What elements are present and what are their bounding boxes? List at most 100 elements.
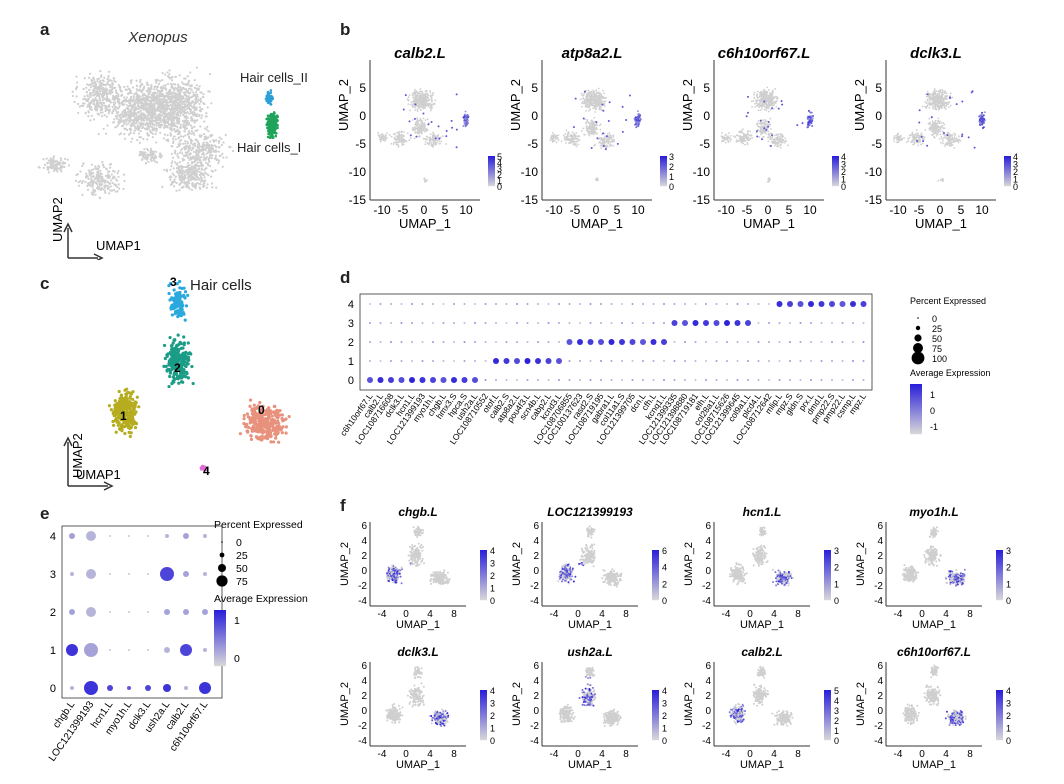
dot	[400, 302, 403, 306]
dot	[704, 359, 708, 363]
colorbar-segment	[652, 572, 659, 574]
dot	[746, 378, 750, 382]
colorbar-segment	[824, 578, 831, 580]
dot	[398, 376, 405, 384]
colorbar-segment	[996, 591, 1003, 593]
dot	[421, 340, 424, 344]
colorbar-segment	[1004, 176, 1011, 178]
colorbar-segment	[214, 665, 226, 667]
dot	[757, 359, 760, 363]
colorbar-segment	[660, 160, 667, 162]
dot	[776, 300, 783, 308]
dot	[145, 685, 151, 691]
colorbar-segment	[1004, 174, 1011, 176]
dot	[379, 302, 382, 306]
x-tick: -5	[570, 203, 581, 217]
colorbar-segment	[996, 554, 1003, 556]
x-tick: 4	[427, 749, 433, 760]
colorbar-segment	[910, 429, 922, 431]
colorbar-segment	[824, 709, 831, 711]
umap-xenopus-plot: Xenopus Hair cells_II Hair cells_I UMAP1…	[37, 29, 308, 260]
colorbar-segment	[660, 177, 667, 179]
colorbar-segment	[652, 576, 659, 578]
colorbar-segment	[480, 554, 487, 556]
dot	[851, 321, 855, 325]
dot	[671, 319, 678, 327]
dot	[704, 378, 708, 382]
colorbar-segment	[480, 591, 487, 593]
dot	[547, 340, 550, 344]
colorbar-segment	[996, 692, 1003, 694]
colorbar-segment	[652, 552, 659, 554]
colorbar-segment	[480, 719, 487, 721]
colorbar-segment	[480, 737, 487, 739]
colorbar-segment	[996, 552, 1003, 554]
colorbar-segment	[214, 642, 226, 644]
colorbar-segment	[652, 569, 659, 571]
colorbar-segment	[652, 718, 659, 720]
dot	[725, 359, 729, 363]
colorbar-segment	[910, 421, 922, 423]
colorbar-tick: 4	[490, 546, 495, 556]
colorbar-segment	[660, 166, 667, 168]
colorbar-segment	[824, 597, 831, 599]
colorbar-segment	[652, 593, 659, 595]
dot	[851, 359, 855, 363]
dot	[778, 340, 781, 344]
dot	[610, 302, 613, 306]
dot	[379, 321, 382, 325]
x-tick: -4	[894, 749, 903, 760]
colorbar-segment	[910, 419, 922, 421]
dot	[109, 573, 111, 575]
colorbar-segment	[660, 180, 667, 182]
colorbar-segment	[488, 173, 495, 175]
dot	[799, 340, 802, 344]
colorbar-segment	[660, 181, 667, 183]
dot	[421, 321, 424, 325]
cells	[549, 87, 642, 182]
colorbar-segment	[652, 723, 659, 725]
colorbar-segment	[996, 595, 1003, 597]
dot	[746, 340, 750, 344]
x-tick: 0	[593, 203, 600, 217]
colorbar-segment	[824, 594, 831, 596]
dot	[473, 321, 477, 325]
colorbar-segment	[652, 563, 659, 565]
colorbar-segment	[480, 558, 487, 560]
colorbar-segment	[832, 159, 839, 161]
colorbar-segment	[652, 579, 659, 581]
colorbar-tick: 2	[662, 711, 667, 721]
colorbar-segment	[996, 572, 1003, 574]
colorbar-segment	[832, 162, 839, 164]
colorbar-segment	[652, 695, 659, 697]
colorbar-segment	[214, 627, 226, 629]
x-tick: -4	[722, 749, 731, 760]
y-tick: -10	[865, 165, 883, 179]
colorbar-segment	[832, 182, 839, 184]
dot	[715, 378, 718, 382]
cells	[385, 665, 450, 727]
colorbar-segment	[480, 569, 487, 571]
x-tick: -4	[550, 749, 559, 760]
y-tick: 4	[361, 536, 367, 547]
x-tick: -4	[550, 609, 559, 620]
colorbar-segment	[480, 582, 487, 584]
colorbar-segment	[214, 658, 226, 660]
colorbar-segment	[824, 577, 831, 579]
dot	[128, 611, 130, 613]
colorbar-tick: 3	[662, 699, 667, 709]
dot	[442, 321, 445, 325]
dot	[513, 357, 521, 365]
colorbar-segment	[652, 727, 659, 729]
colorbar-segment	[824, 565, 831, 567]
dot	[452, 321, 456, 325]
colorbar-segment	[652, 578, 659, 580]
colorbar-segment	[996, 734, 1003, 736]
row-label: 1	[348, 356, 354, 368]
x-tick: 8	[451, 609, 457, 620]
colorbar-segment	[910, 422, 922, 424]
colorbar-segment	[652, 551, 659, 553]
y-tick: 0	[361, 706, 367, 717]
legend-percent-label: 50	[932, 334, 942, 344]
colorbar-segment	[996, 710, 1003, 712]
